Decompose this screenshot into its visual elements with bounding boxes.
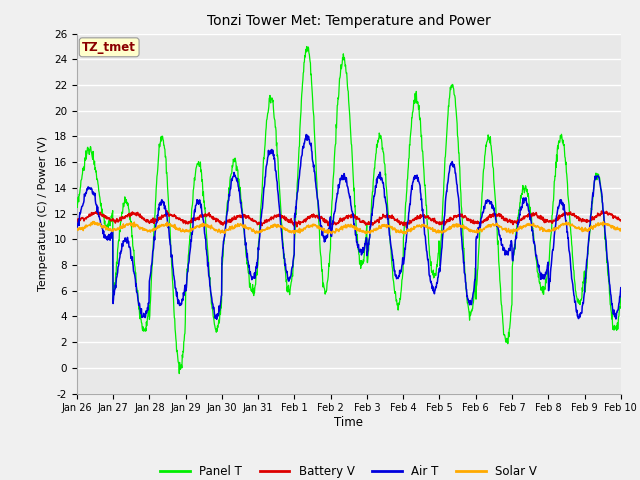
Line: Air T: Air T — [77, 134, 621, 319]
Air T — [553, 212, 561, 218]
Battery V — [181, 218, 189, 224]
Air T — [180, 286, 188, 292]
Battery V — [403, 225, 410, 230]
Panel T — [195, 161, 202, 167]
Solar V — [617, 228, 625, 234]
Solar V — [505, 229, 513, 235]
Battery V — [163, 208, 171, 214]
Line: Battery V: Battery V — [77, 211, 621, 228]
Battery V — [505, 218, 513, 224]
Title: Tonzi Tower Met: Temperature and Power: Tonzi Tower Met: Temperature and Power — [207, 14, 491, 28]
Panel T — [175, 371, 183, 376]
Legend: Panel T, Battery V, Air T, Solar V: Panel T, Battery V, Air T, Solar V — [156, 461, 542, 480]
Solar V — [553, 225, 561, 230]
Air T — [255, 240, 263, 246]
Battery V — [434, 219, 442, 225]
Solar V — [402, 231, 410, 237]
Panel T — [505, 334, 513, 340]
Solar V — [73, 226, 81, 232]
Solar V — [195, 224, 202, 229]
Solar V — [90, 218, 98, 224]
Air T — [303, 132, 310, 137]
Panel T — [434, 255, 442, 261]
Solar V — [434, 229, 442, 235]
Air T — [505, 246, 513, 252]
Panel T — [617, 291, 625, 297]
Battery V — [255, 219, 263, 225]
Line: Panel T: Panel T — [77, 47, 621, 373]
Air T — [213, 316, 221, 322]
Battery V — [195, 214, 202, 220]
Air T — [434, 275, 442, 280]
Battery V — [617, 217, 625, 223]
Air T — [73, 226, 81, 231]
Solar V — [181, 229, 189, 235]
Air T — [194, 197, 202, 203]
Panel T — [553, 159, 561, 165]
Panel T — [73, 203, 81, 209]
Y-axis label: Temperature (C) / Power (V): Temperature (C) / Power (V) — [38, 136, 48, 291]
Panel T — [181, 331, 189, 336]
Air T — [617, 285, 625, 290]
X-axis label: Time: Time — [334, 416, 364, 429]
Battery V — [73, 217, 81, 223]
Line: Solar V: Solar V — [77, 221, 621, 234]
Panel T — [303, 44, 310, 49]
Text: TZ_tmet: TZ_tmet — [82, 41, 136, 54]
Solar V — [255, 228, 263, 234]
Battery V — [553, 216, 561, 222]
Panel T — [255, 238, 263, 244]
